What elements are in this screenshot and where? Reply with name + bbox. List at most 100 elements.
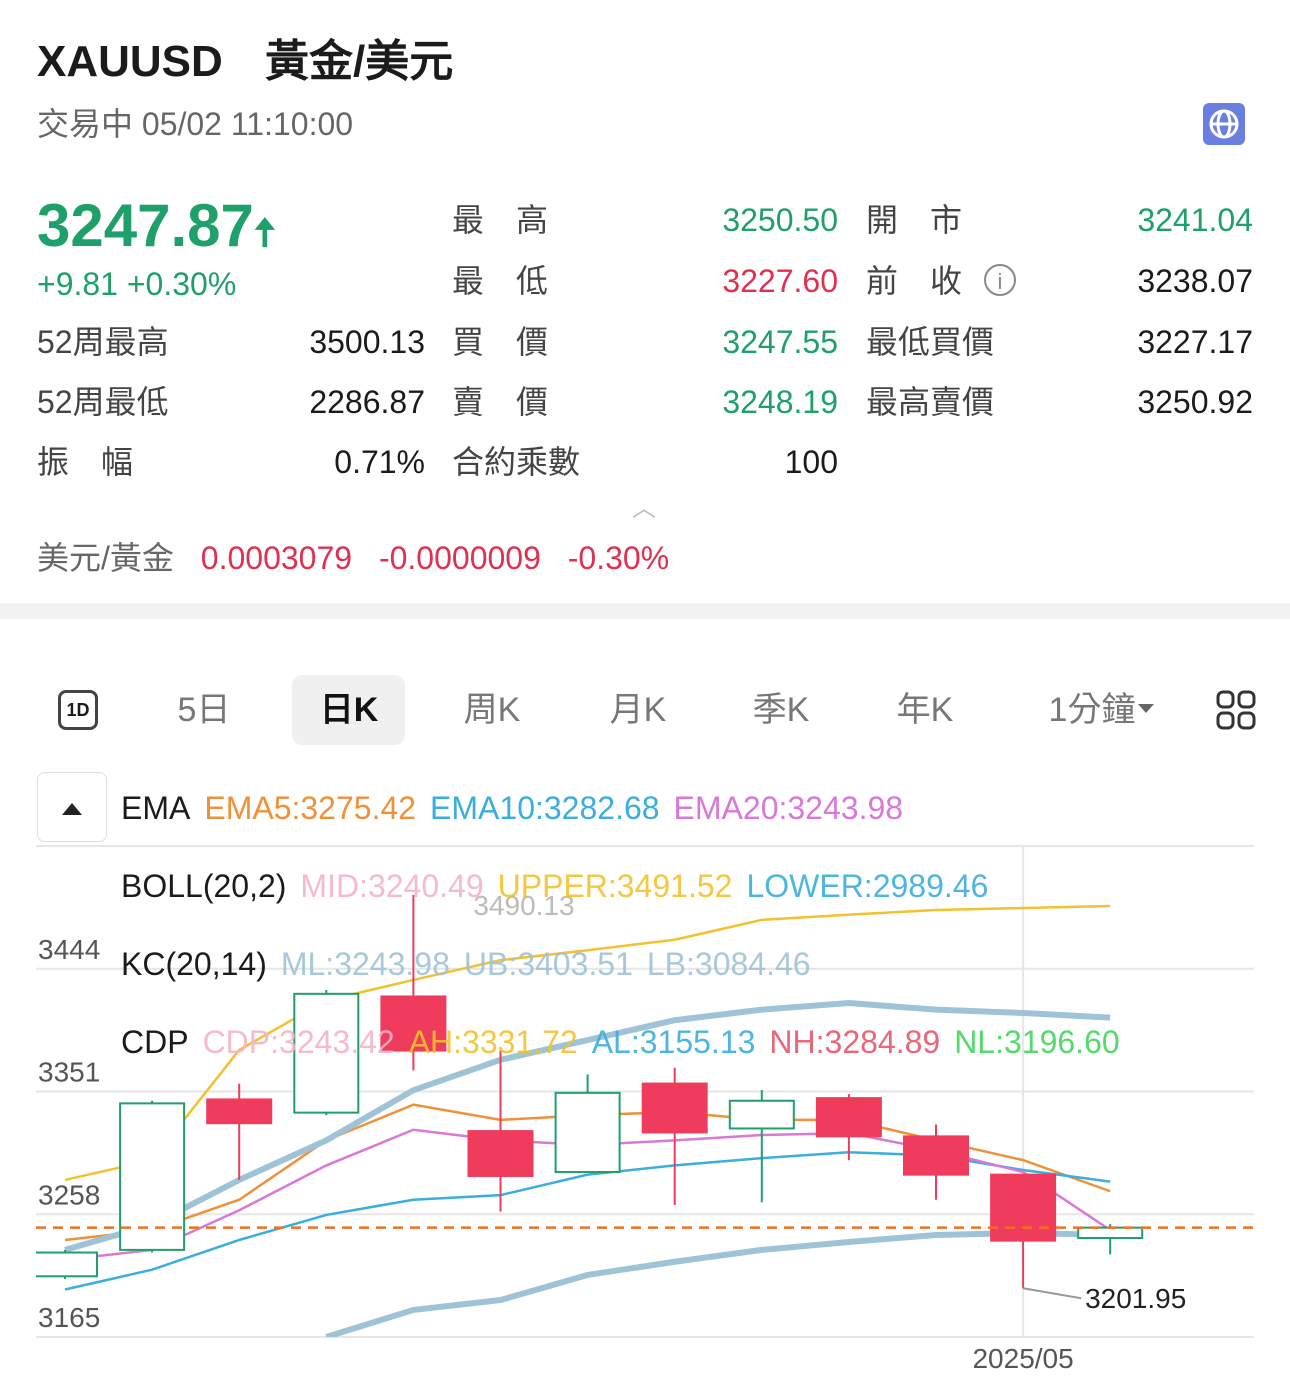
candle-body [990,1173,1057,1242]
tab-1d[interactable]: 1D [58,690,98,730]
legend-item: ML:3243.98 [280,946,450,982]
indicator-line [325,1229,1111,1337]
stat-label: 最 低 [452,263,549,299]
indicator-toggle[interactable] [37,772,107,842]
stat-label: 賣 價 [452,384,549,420]
plot [36,894,1144,1337]
legend-item: EMA20:3243.98 [673,790,904,826]
y-tick-label: 3258 [38,1179,100,1210]
inverse-change: -0.0000009 [378,540,541,576]
stat-label: 前 收 [866,263,963,299]
stat-label: 最 高 [452,202,549,238]
stat-value: 0.71% [334,444,425,480]
stat-value: 3500.13 [309,324,425,360]
stat-value: 3250.92 [1137,384,1253,420]
y-tick-label: 3165 [38,1302,100,1333]
stat-label: 買 價 [452,324,549,360]
tab[interactable]: 5日 [177,691,231,729]
stat-label: 合約乘數 [452,444,581,480]
layout-button[interactable] [1216,690,1256,730]
stat-value: 3241.04 [1137,202,1253,238]
candle-body [641,1082,708,1134]
legend-name: KC(20,14) [121,946,267,982]
stat-label: 最高賣價 [866,384,995,420]
stat-value: 3227.60 [722,263,838,299]
legend-item: EMA10:3282.68 [430,790,660,826]
globe-button[interactable] [1203,103,1245,145]
price-change: +9.81 +0.30% [37,266,237,302]
stat-label: 52周最高 [37,324,169,360]
last-price: 3247.87🠅 [37,192,276,267]
annotation-leader [1022,1287,1082,1300]
instrument-name: 黃金/美元 [265,37,454,86]
stat-value: 100 [784,444,838,480]
up-arrow: 🠅 [253,211,276,255]
legend-item: LOWER:2989.46 [746,868,989,904]
stat-label: 52周最低 [37,384,169,420]
x-tick-label: 2025/05 [972,1343,1073,1374]
stat-label: 開 市 [866,202,963,238]
candle-body [119,1102,186,1251]
legend-row: KC(20,14) ML:3243.98 UB:3403.51 LB:3084.46 [121,944,825,984]
symbol: XAUUSD [37,37,223,86]
candle-body [903,1135,969,1176]
stat-value: 2286.87 [309,384,425,420]
dropdown-caret [1138,704,1154,713]
candle-body [728,1099,795,1130]
legend-item: MID:3240.49 [300,868,484,904]
tab[interactable]: 年K [896,691,954,729]
legend-item: EMA5:3275.42 [204,790,417,826]
inverse-price: 0.0003079 [200,540,353,576]
market-status: 交易中 05/02 11:10:00 [37,106,354,142]
globe-icon [1209,109,1239,139]
stat-label: 最低買價 [866,324,995,360]
info-icon[interactable]: i [984,264,1016,296]
tab[interactable]: 季K [752,691,810,729]
legend-item: LB:3084.46 [646,946,811,982]
grid-icon [1216,690,1256,730]
tab-selected[interactable]: 日K [319,691,379,729]
section-divider [0,603,1290,619]
stat-value: 3247.55 [722,324,838,360]
indicator-line [64,904,1111,1182]
candle-body [467,1130,534,1177]
collapse-caret[interactable]: ︿ [632,495,656,522]
low-annotation: 3201.95 [1085,1283,1186,1314]
inverse-quote: 美元/黃金 0.0003079 -0.0000009 -0.30% [37,538,669,578]
stat-value: 3248.19 [722,384,838,420]
candle-body [380,995,447,1052]
tab-highlight [292,675,405,745]
price: 3247.87 [37,192,254,259]
toggle-icon [62,803,82,815]
candle-body [1077,1226,1144,1240]
stat-value: 3250.50 [722,202,838,238]
candle-body [36,1251,98,1278]
stat-label: 振 幅 [37,444,134,480]
legend-item: CDP:3243.42 [202,1024,395,1060]
candle-body [206,1098,273,1125]
legend-item: NH:3284.89 [769,1024,941,1060]
legend-name: EMA [121,790,191,826]
legend-row: EMA EMA5:3275.42 EMA10:3282.68 EMA20:3243.9… [121,788,917,828]
candle-body [554,1091,621,1174]
tab[interactable]: 月K [609,691,667,729]
stat-value: 3227.17 [1137,324,1253,360]
legend-name: CDP [121,1024,189,1060]
inverse-percent: -0.30% [567,540,670,576]
legend-item: UPPER:3491.52 [497,868,733,904]
legend-row: CDP CDP:3243.42 AH:3331.72 AL:3155.13 NH:328… [121,1022,1134,1062]
high-annotation: 3490.13 [473,890,574,921]
tab[interactable]: 周K [463,691,521,729]
legend-item: UB:3403.51 [463,946,633,982]
legend-item: AL:3155.13 [591,1024,756,1060]
legend-row: BOLL(20,2) MID:3240.49 UPPER:3491.52 LOWER:… [121,866,1002,906]
stat-value: 3238.07 [1137,263,1253,299]
legend-item: AH:3331.72 [408,1024,578,1060]
tab[interactable]: 1分鐘 [1048,691,1136,729]
legend-name: BOLL(20,2) [121,868,287,904]
legend-item: NL:3196.60 [954,1024,1120,1060]
